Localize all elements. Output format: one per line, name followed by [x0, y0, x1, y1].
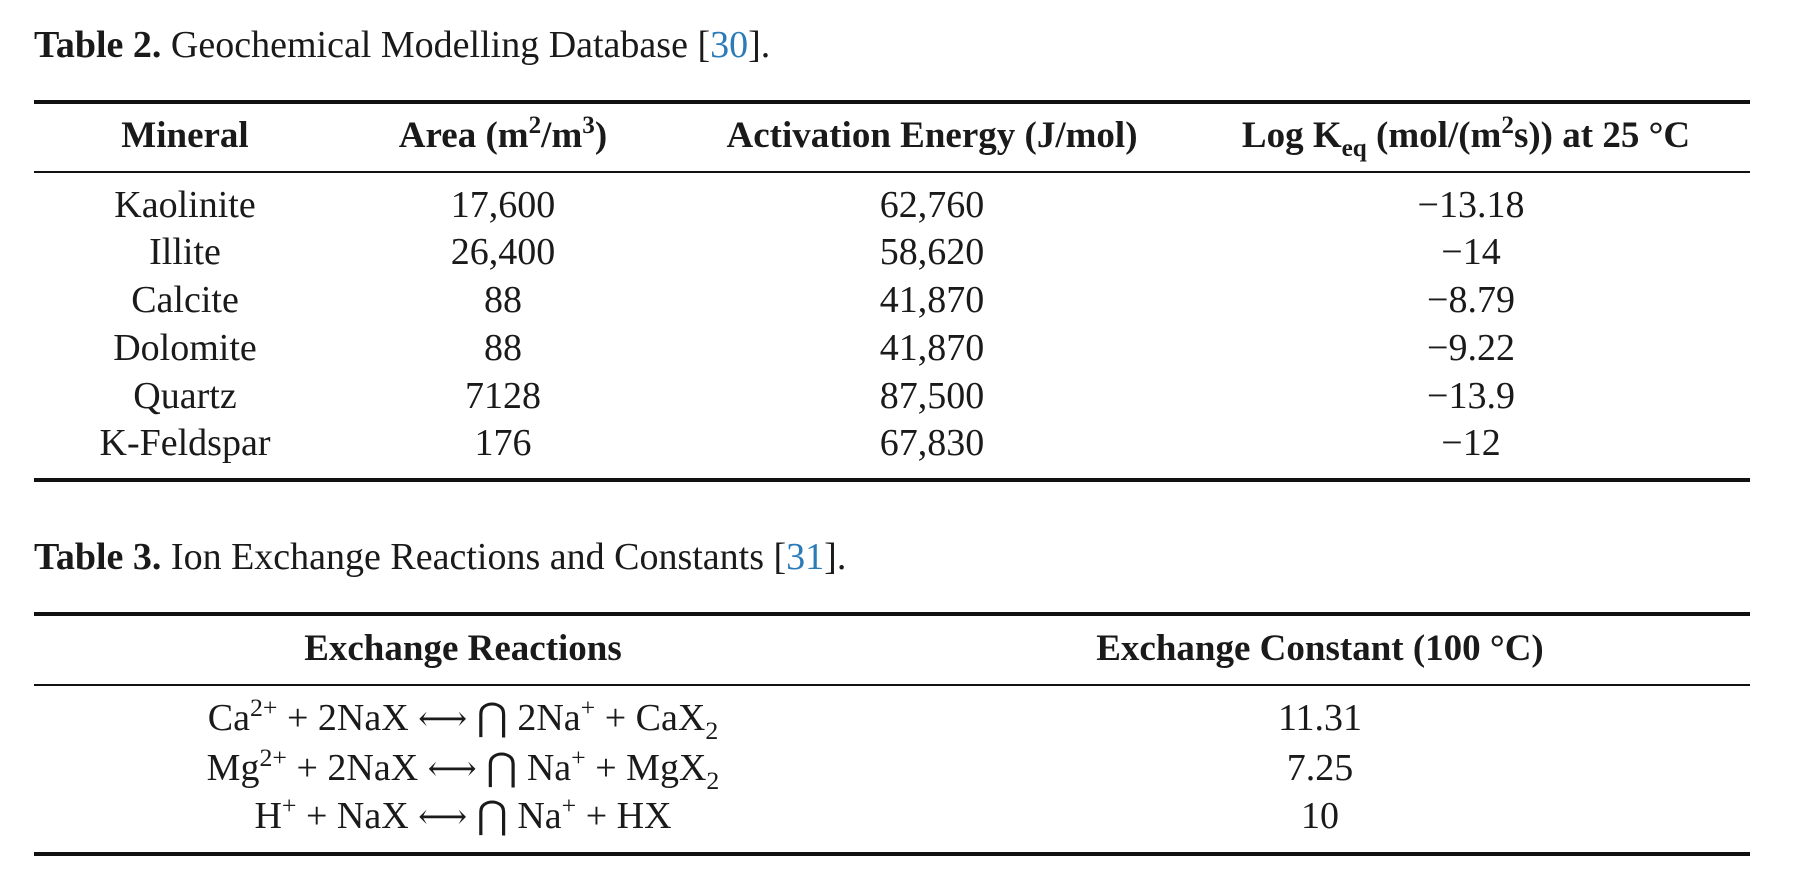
table2-cell-mineral: Kaolinite — [114, 184, 256, 226]
table2-citation-link[interactable]: 30 — [710, 24, 749, 66]
table2-top-rule — [34, 100, 1750, 104]
table3-cell-constant: 11.31 — [1277, 697, 1363, 739]
table2-cell-mineral: Dolomite — [113, 327, 257, 369]
table2-header-activation-energy: Activation Energy (J/mol) — [726, 115, 1138, 156]
table2-caption: Table 2. Geochemical Modelling Database … — [34, 22, 770, 68]
table3-header-constant: Exchange Constant (100 °C) — [1096, 628, 1544, 669]
table2-cell-mineral: Illite — [149, 231, 221, 273]
table2-caption-text: Geochemical Modelling Database [ — [161, 24, 711, 66]
table2-cell-mineral: Quartz — [133, 375, 237, 417]
table3-top-rule — [34, 612, 1750, 616]
table3-cell-constant: 10 — [1301, 795, 1339, 837]
table3-caption-end: ]. — [824, 536, 847, 578]
table2-cell-energy: 87,500 — [879, 375, 985, 417]
table3-caption: Table 3. Ion Exchange Reactions and Cons… — [34, 534, 846, 580]
table2-header-logk: Log Keq (mol/(m2s)) at 25 °C — [1241, 112, 1691, 162]
double-arrow-icon: ⟷ — [427, 751, 477, 788]
table2-caption-label: Table 2. — [34, 24, 162, 66]
double-arrow-icon: ⟷ — [418, 799, 468, 836]
table2-cell-area: 7128 — [465, 375, 541, 417]
table2-cell-mineral: K-Feldspar — [99, 422, 271, 464]
table2-header-rule — [34, 171, 1750, 173]
table2-caption-end: ]. — [748, 24, 771, 66]
table2-cell-energy: 62,760 — [879, 184, 985, 226]
table3-cell-constant: 7.25 — [1286, 747, 1354, 789]
table3-caption-text: Ion Exchange Reactions and Constants [ — [161, 536, 787, 578]
table2-cell-logk: −12 — [1441, 422, 1501, 464]
table3-caption-label: Table 3. — [34, 536, 162, 578]
table3-header-reactions: Exchange Reactions — [304, 628, 622, 669]
table2-cell-logk: −8.79 — [1427, 279, 1515, 321]
table2-cell-energy: 67,830 — [879, 422, 985, 464]
table3-cell-reaction: Ca2+ + 2NaX ⟷ ⋂ 2Na+ + CaX2 — [207, 692, 719, 746]
table2-cell-logk: −13.18 — [1417, 184, 1525, 226]
table2-header-mineral: Mineral — [121, 115, 249, 156]
table2-cell-area: 88 — [484, 279, 522, 321]
table2-cell-area: 26,400 — [450, 231, 556, 273]
table3-header-rule — [34, 684, 1750, 686]
table2-bottom-rule — [34, 478, 1750, 482]
table2-cell-area: 176 — [474, 422, 532, 464]
table3-cell-reaction: Mg2+ + 2NaX ⟷ ⋂ Na+ + MgX2 — [206, 742, 720, 796]
table2-cell-energy: 41,870 — [879, 327, 985, 369]
table2-cell-energy: 58,620 — [879, 231, 985, 273]
table2-header-area: Area (m2/m3) — [398, 112, 608, 156]
table2-cell-energy: 41,870 — [879, 279, 985, 321]
table2-cell-mineral: Calcite — [131, 279, 239, 321]
table3-citation-link[interactable]: 31 — [786, 536, 825, 578]
table2-cell-logk: −9.22 — [1427, 327, 1515, 369]
table3-bottom-rule — [34, 852, 1750, 856]
table2-cell-logk: −14 — [1441, 231, 1501, 273]
table2-cell-area: 17,600 — [450, 184, 556, 226]
table3-cell-reaction: H+ + NaX ⟷ ⋂ Na+ + HX — [254, 792, 671, 841]
table2-cell-area: 88 — [484, 327, 522, 369]
double-arrow-icon: ⟷ — [418, 701, 468, 738]
table2-cell-logk: −13.9 — [1427, 375, 1515, 417]
